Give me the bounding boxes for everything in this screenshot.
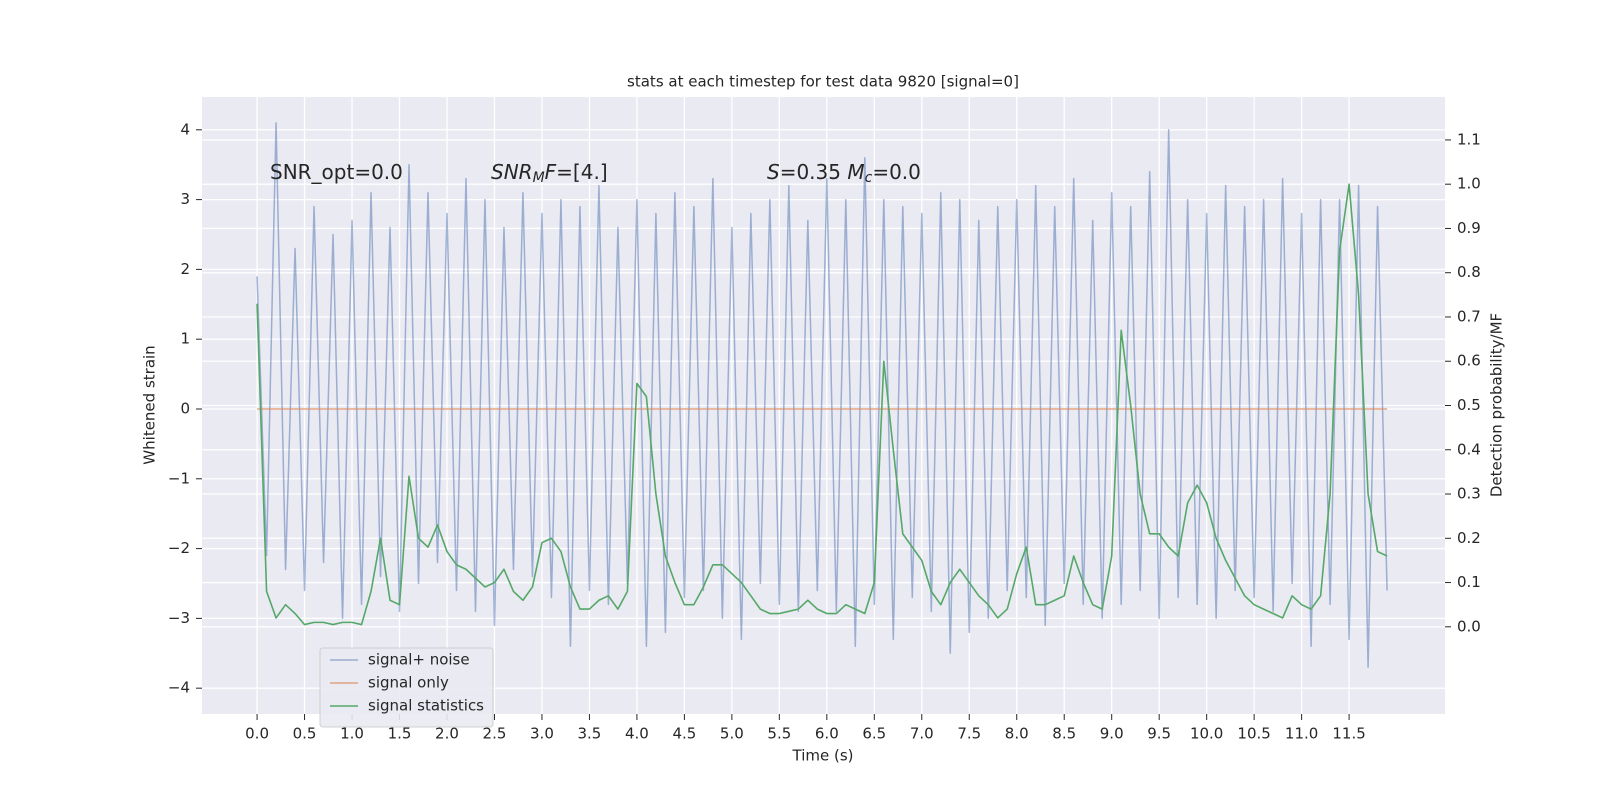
annotation-part: F bbox=[545, 160, 557, 184]
y2-tick-label: 0.2 bbox=[1457, 529, 1481, 547]
y2-tick-label: 0.5 bbox=[1457, 396, 1481, 414]
x-tick-label: 0.5 bbox=[293, 725, 317, 743]
annotation-part: M bbox=[847, 160, 864, 184]
legend-box bbox=[319, 647, 494, 728]
y-tick-label: −4 bbox=[168, 679, 190, 697]
x-tick-label: 6.0 bbox=[815, 725, 839, 743]
x-tick-label: 3.5 bbox=[577, 725, 601, 743]
x-tick-label: 1.0 bbox=[340, 725, 364, 743]
y-tick-label: 2 bbox=[180, 260, 190, 278]
annotation-part: SNR_opt=0.0 bbox=[270, 160, 403, 184]
y-tick-label: 3 bbox=[180, 190, 190, 208]
y2-tick-label: 0.4 bbox=[1457, 440, 1481, 458]
annotation: S=0.35 Mc=0.0 bbox=[767, 160, 921, 187]
y2-axis-label: Detection probability/MF bbox=[1488, 313, 1506, 497]
x-tick-label: 11.5 bbox=[1332, 725, 1365, 743]
annotation-part: =0.0 bbox=[872, 160, 921, 184]
x-tick-label: 5.5 bbox=[767, 725, 791, 743]
x-tick-label: 4.0 bbox=[625, 725, 649, 743]
x-tick-label: 9.5 bbox=[1147, 725, 1171, 743]
y2-tick-label: 0.8 bbox=[1457, 263, 1481, 281]
x-tick-label: 9.0 bbox=[1100, 725, 1124, 743]
y-tick-label: −2 bbox=[168, 539, 190, 557]
y2-tick-label: 0.6 bbox=[1457, 352, 1481, 370]
y2-tick-label: 0.7 bbox=[1457, 307, 1481, 325]
y-tick-label: 1 bbox=[180, 330, 190, 348]
x-tick-label: 8.5 bbox=[1052, 725, 1076, 743]
x-tick-label: 2.0 bbox=[435, 725, 459, 743]
series-line bbox=[256, 122, 1388, 668]
x-axis-label: Time (s) bbox=[792, 747, 854, 765]
x-tick-label: 5.0 bbox=[720, 725, 744, 743]
x-tick-label: 3.0 bbox=[530, 725, 554, 743]
y-tick-label: −1 bbox=[168, 469, 190, 487]
x-tick-label: 6.5 bbox=[862, 725, 886, 743]
annotation-part: c bbox=[865, 170, 873, 186]
x-tick-label: 1.5 bbox=[388, 725, 412, 743]
annotation-part: S bbox=[767, 160, 780, 184]
legend-label: signal statistics bbox=[368, 697, 484, 715]
y2-tick-label: 0.0 bbox=[1457, 617, 1481, 635]
annotation-part: =0.35 bbox=[780, 160, 848, 184]
y2-tick-label: 0.9 bbox=[1457, 219, 1481, 237]
series-line bbox=[256, 183, 1388, 626]
x-tick-label: 10.5 bbox=[1237, 725, 1270, 743]
x-tick-label: 2.5 bbox=[483, 725, 507, 743]
y-tick-label: −3 bbox=[168, 609, 190, 627]
x-tick-label: 0.0 bbox=[245, 725, 269, 743]
y-axis-label: Whitened strain bbox=[141, 345, 159, 464]
x-tick-label: 7.0 bbox=[910, 725, 934, 743]
legend-label: signal only bbox=[368, 674, 449, 692]
legend-label: signal+ noise bbox=[368, 651, 470, 669]
y-tick-label: 4 bbox=[180, 120, 190, 138]
chart-title: stats at each timestep for test data 982… bbox=[627, 73, 1019, 91]
y2-tick-label: 0.3 bbox=[1457, 485, 1481, 503]
x-tick-label: 11.0 bbox=[1285, 725, 1318, 743]
annotation: SNRMF=[4.] bbox=[491, 160, 608, 187]
x-tick-label: 4.5 bbox=[672, 725, 696, 743]
y2-tick-label: 1.1 bbox=[1457, 130, 1481, 148]
y2-tick-label: 1.0 bbox=[1457, 175, 1481, 193]
annotation: SNR_opt=0.0 bbox=[270, 160, 403, 184]
x-tick-label: 8.0 bbox=[1005, 725, 1029, 743]
annotation-part: =[4.] bbox=[556, 160, 607, 184]
x-tick-label: 10.0 bbox=[1190, 725, 1223, 743]
x-tick-label: 7.5 bbox=[957, 725, 981, 743]
y-tick-label: 0 bbox=[180, 399, 190, 417]
annotation-part: SNR bbox=[491, 160, 533, 184]
annotation-part: M bbox=[533, 170, 545, 186]
y2-tick-label: 0.1 bbox=[1457, 573, 1481, 591]
